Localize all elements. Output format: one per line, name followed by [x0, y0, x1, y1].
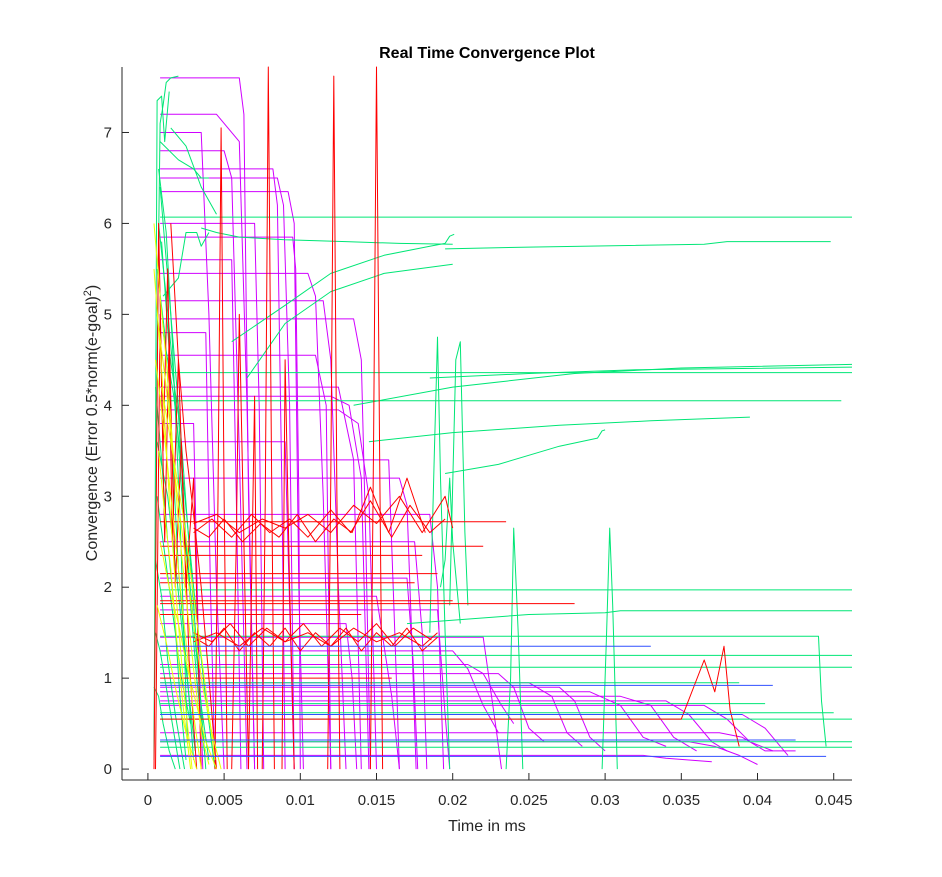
series-line-green-49 — [429, 366, 853, 379]
series-line-red-93 — [193, 627, 438, 647]
y-axis-ticks: 0 1 2 3 4 5 6 7 — [104, 124, 129, 778]
series-line-red-92 — [193, 477, 426, 543]
series-line-green-85 — [153, 686, 176, 770]
y-tick-label: 2 — [104, 579, 112, 596]
series-line-green-43 — [201, 227, 453, 245]
x-tick-label: 0.04 — [743, 792, 772, 809]
series-line-red-109 — [231, 313, 249, 770]
series-line-green-84 — [158, 168, 188, 742]
series-line-red-108 — [170, 223, 217, 770]
series-line-magenta-34 — [160, 222, 265, 770]
y-tick-label: 0 — [104, 761, 112, 778]
y-axis-label-superscript: 2 — [82, 290, 94, 296]
series-line-green-48 — [353, 363, 853, 406]
series-line-red-95 — [193, 623, 432, 647]
series-line-magenta-11 — [160, 354, 332, 770]
series-line-green-68 — [601, 527, 618, 770]
x-tick-label: 0.025 — [510, 792, 548, 809]
x-tick-label: 0.02 — [438, 792, 467, 809]
series-line-green-64 — [429, 336, 451, 770]
x-tick-label: 0.015 — [358, 792, 396, 809]
series-line-green-67 — [505, 527, 524, 770]
y-axis-label: Convergence (Error 0.5*norm(e-goal)2) — [82, 285, 101, 561]
series-line-yellow-119 — [156, 605, 198, 770]
series-line-green-46 — [246, 263, 453, 379]
x-axis-ticks: 0 0.005 0.01 0.015 0.02 0.025 0.03 0.035 0.04 0.0… — [144, 773, 853, 809]
series-line-yellow-117 — [153, 268, 193, 770]
plot-area — [153, 66, 853, 770]
x-axis-label: Time in ms — [448, 818, 526, 835]
series-line-magenta-5 — [160, 132, 225, 770]
series-line-red-90 — [193, 495, 454, 534]
y-tick-label: 3 — [104, 488, 112, 505]
series-line-magenta-2 — [160, 177, 295, 770]
series-line-green-81 — [156, 441, 196, 751]
series-line-green-45 — [445, 241, 831, 250]
series-line-red-105 — [160, 645, 740, 747]
series-line-green-83 — [162, 332, 216, 770]
series-line-magenta-30 — [160, 732, 796, 752]
y-tick-label: 6 — [104, 215, 112, 232]
series-line-green-65 — [449, 341, 469, 606]
series-line-red-89 — [214, 127, 228, 770]
series-line-red-110 — [281, 359, 295, 770]
series-line-magenta-7 — [160, 236, 301, 770]
series-line-yellow-118 — [161, 387, 216, 761]
series-line-magenta-12 — [160, 395, 370, 770]
series-line-green-71 — [159, 141, 209, 179]
axes — [121, 67, 852, 781]
y-tick-label: 1 — [104, 670, 112, 687]
series-line-green-54 — [406, 610, 852, 625]
x-tick-label: 0.005 — [205, 792, 243, 809]
series-line-yellow-116 — [159, 541, 217, 770]
y-tick-label: 5 — [104, 306, 112, 323]
series-line-green-51 — [368, 416, 750, 443]
x-tick-label: 0 — [144, 792, 152, 809]
series-line-magenta-15 — [160, 477, 417, 770]
series-line-red-107 — [155, 313, 198, 770]
chart-title: Real Time Convergence Plot — [379, 45, 595, 62]
series-line-green-55 — [160, 635, 827, 747]
series-line-magenta-33 — [160, 636, 502, 770]
series-line-magenta-10 — [160, 318, 371, 770]
series-line-magenta-3 — [160, 191, 304, 770]
x-tick-label: 0.01 — [286, 792, 315, 809]
series-line-red-86 — [261, 66, 275, 770]
series-line-red-91 — [193, 500, 446, 538]
y-tick-label: 7 — [104, 124, 112, 141]
series-line-green-79 — [155, 559, 185, 770]
series-line-magenta-16 — [160, 513, 445, 770]
y-axis-label-main: Convergence (Error 0.5*norm(e-goal) — [84, 296, 101, 561]
series-line-magenta-35 — [160, 259, 242, 770]
series-line-magenta-40 — [160, 754, 712, 763]
y-tick-label: 4 — [104, 397, 112, 414]
series-line-magenta-6 — [160, 150, 248, 770]
x-tick-label: 0.03 — [591, 792, 620, 809]
series-line-red-111 — [248, 395, 259, 770]
series-line-magenta-9 — [160, 300, 347, 770]
series-line-red-88 — [369, 66, 384, 770]
x-tick-label: 0.045 — [815, 792, 853, 809]
series-line-green-44 — [231, 233, 455, 343]
series-line-magenta-14 — [160, 409, 377, 770]
series-line-green-66 — [440, 477, 461, 624]
series-line-green-73 — [162, 232, 210, 297]
series-line-red-87 — [327, 75, 341, 770]
x-tick-label: 0.035 — [663, 792, 701, 809]
y-axis-label-close: ) — [84, 285, 101, 290]
series-line-green-52 — [445, 429, 606, 474]
series-line-magenta-8 — [160, 272, 332, 770]
series-line-green-70 — [153, 91, 170, 761]
series-line-green-72 — [170, 127, 217, 215]
